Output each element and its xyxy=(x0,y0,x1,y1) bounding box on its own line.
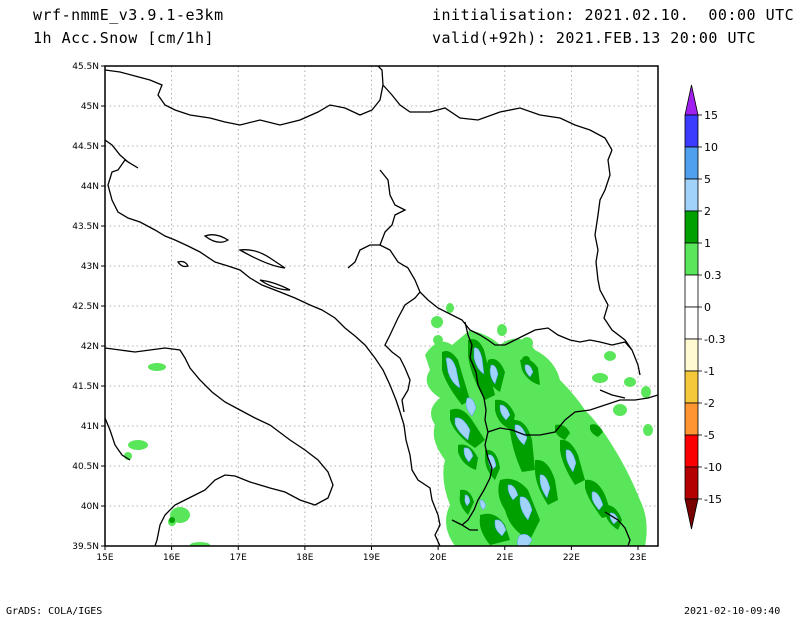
footer-timestamp: 2021-02-10-09:40 xyxy=(684,606,781,617)
colorbar: 15 10 5 2 1 0.3 0 -0.3 -1 -2 -5 -10 -15 xyxy=(684,84,725,530)
lat-tick-label: 43N xyxy=(81,262,99,272)
lat-tick-label: 42.5N xyxy=(72,302,99,312)
colorbar-segment xyxy=(684,402,699,436)
variable-title: 1h Acc.Snow [cm/1h] xyxy=(33,29,215,47)
lat-tick-label: 44N xyxy=(81,182,99,192)
graticule xyxy=(105,66,658,546)
colorbar-label: -15 xyxy=(704,493,722,506)
lat-tick-label: 45.5N xyxy=(72,62,99,72)
colorbar-segment xyxy=(684,338,699,372)
model-title: wrf-nmmE_v3.9.1-e3km xyxy=(33,6,224,24)
colorbar-label: 0.3 xyxy=(704,269,722,282)
lat-tick-label: 44.5N xyxy=(72,142,99,152)
lat-tick-label: 39.5N xyxy=(72,542,99,552)
colorbar-segment xyxy=(684,242,699,276)
lon-tick-label: 23E xyxy=(629,553,646,563)
colorbar-segment xyxy=(684,210,699,244)
lon-tick-label: 16E xyxy=(163,553,180,563)
init-time: initialisation: 2021.02.10. 00:00 UTC xyxy=(432,6,795,24)
lon-tick-label: 20E xyxy=(430,553,447,563)
colorbar-label: -2 xyxy=(704,397,715,410)
colorbar-label: 2 xyxy=(704,205,711,218)
lat-tick-label: 45N xyxy=(81,102,99,112)
colorbar-segment xyxy=(684,370,699,404)
lon-tick-label: 22E xyxy=(563,553,580,563)
colorbar-label: 0 xyxy=(704,301,711,314)
colorbar-label: -5 xyxy=(704,429,715,442)
colorbar-label: -1 xyxy=(704,365,715,378)
colorbar-label: 15 xyxy=(704,109,718,122)
colorbar-label: 1 xyxy=(704,237,711,250)
valid-time: valid(+92h): 2021.FEB.13 20:00 UTC xyxy=(432,29,757,47)
colorbar-label: -10 xyxy=(704,461,722,474)
lon-tick-label: 17E xyxy=(230,553,247,563)
colorbar-segment xyxy=(684,434,699,468)
colorbar-segment xyxy=(684,146,699,180)
coastlines-borders xyxy=(105,66,658,546)
colorbar-segment xyxy=(684,274,699,308)
colorbar-label: -0.3 xyxy=(704,333,725,346)
footer-credit: GrADS: COLA/IGES xyxy=(6,606,103,617)
lon-tick-label: 18E xyxy=(296,553,313,563)
lat-tick-label: 43.5N xyxy=(72,222,99,232)
colorbar-label: 5 xyxy=(704,173,711,186)
colorbar-segment xyxy=(684,114,699,148)
colorbar-lower-arrow xyxy=(684,498,699,530)
snow-field xyxy=(124,303,653,546)
lat-tick-label: 41.5N xyxy=(72,382,99,392)
lat-tick-label: 42N xyxy=(81,342,99,352)
colorbar-segment xyxy=(684,466,699,500)
colorbar-segment xyxy=(684,306,699,340)
lon-tick-label: 19E xyxy=(363,553,380,563)
colorbar-upper-arrow xyxy=(684,84,699,116)
lon-tick-label: 15E xyxy=(96,553,113,563)
lon-tick-label: 21E xyxy=(496,553,513,563)
colorbar-segment xyxy=(684,178,699,212)
colorbar-label: 10 xyxy=(704,141,718,154)
lat-tick-label: 40.5N xyxy=(72,462,99,472)
lat-tick-label: 41N xyxy=(81,422,99,432)
axis-labels: 15E 16E 17E 18E 19E 20E 21E 22E 23E 39.5N 40N 40.5N… xyxy=(72,62,647,563)
lat-tick-label: 40N xyxy=(81,502,99,512)
